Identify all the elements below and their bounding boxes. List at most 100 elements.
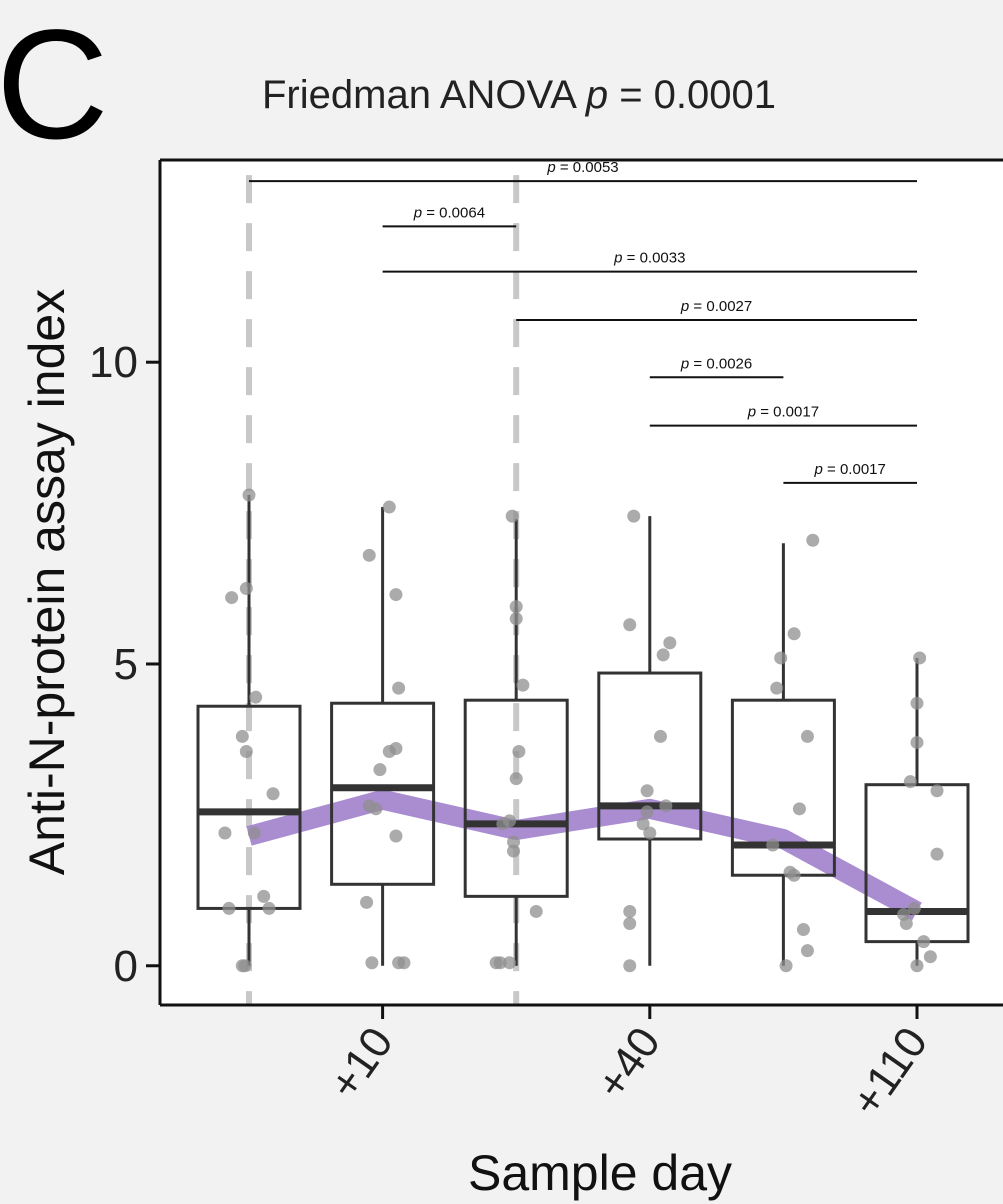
data-point-5-9 [787,868,801,882]
data-point-5-7 [766,838,780,852]
data-point-1-11 [257,889,271,903]
data-point-6-4 [903,775,917,789]
data-point-3-4 [516,678,530,692]
data-point-1-1 [225,591,239,605]
significance-label-3: p = 0.0033 [613,250,685,267]
data-point-5-2 [787,627,801,641]
y-axis-title: Anti-N-protein assay index [19,289,75,875]
data-point-6-6 [930,847,944,861]
significance-label-value: = 0.0064 [422,204,485,221]
data-point-5-3 [774,651,788,665]
significance-label-p: p [747,404,756,421]
data-point-4-6 [640,784,654,798]
data-point-1-10 [222,901,236,915]
data-point-3-13 [493,956,507,970]
significance-label-p: p [413,204,422,221]
significance-label-value: = 0.0017 [823,461,886,478]
data-point-1-14 [238,959,252,973]
panel-label: C [0,0,109,172]
data-point-3-14 [503,956,517,970]
data-point-4-8 [640,805,654,819]
data-point-2-3 [389,588,403,602]
data-point-3-2 [509,600,523,614]
data-point-3-10 [507,844,521,858]
y-tick-label-1: 0 [114,942,138,991]
data-point-3-9 [507,835,521,849]
box-2 [330,507,436,966]
box-iqr [730,698,836,877]
data-point-4-11 [623,904,637,918]
significance-label-p: p [680,298,689,315]
data-point-2-7 [373,763,387,777]
y-ticks-group: 0 5 10 [89,338,160,991]
significance-label-p: p [680,355,689,372]
significance-label-value: = 0.0026 [689,355,752,372]
data-point-3-5 [512,745,526,758]
box-5 [730,543,836,966]
data-point-5-10 [796,923,810,937]
data-point-5-1 [806,533,820,547]
data-point-6-5 [930,784,944,798]
data-point-1-3 [242,488,256,502]
significance-label-p: p [546,159,555,176]
data-point-2-1 [382,500,396,514]
data-point-6-12 [910,959,924,973]
data-point-1-9 [247,826,261,840]
dashed-lines-group [246,175,520,1005]
data-point-6-7 [907,901,921,915]
data-point-2-14 [397,956,411,970]
significance-label-2: p = 0.0064 [413,204,485,221]
data-point-6-10 [917,935,931,949]
data-point-6-3 [910,735,924,749]
data-point-2-4 [392,681,406,695]
data-point-2-9 [369,802,383,816]
box-iqr [864,783,970,944]
data-point-3-1 [505,509,519,523]
data-point-1-12 [262,901,276,915]
data-point-6-1 [913,651,927,665]
data-point-5-12 [779,959,793,973]
box-1 [196,494,302,966]
significance-label-7: p = 0.0017 [814,461,886,478]
data-point-2-2 [362,548,376,562]
data-point-6-9 [899,917,913,931]
data-point-5-6 [792,802,806,816]
data-point-3-3 [509,612,523,626]
data-point-1-5 [239,745,253,758]
significance-label-4: p = 0.0027 [680,298,752,315]
significance-label-1: p = 0.0053 [546,159,618,176]
trend-line [246,789,922,921]
data-point-4-4 [663,636,677,650]
data-point-5-5 [800,729,814,743]
x-axis-title: Sample day [468,1145,732,1201]
box-iqr [463,698,569,898]
significance-label-value: = 0.0027 [689,298,752,315]
data-point-4-1 [627,509,641,523]
significance-label-5: p = 0.0026 [680,355,752,372]
trend-group [246,789,922,921]
y-tick-label-3: 10 [89,338,138,387]
chart-title-rest: = 0.0001 [608,73,776,117]
data-point-3-6 [509,772,523,786]
data-point-5-11 [800,944,814,958]
data-point-2-12 [365,956,379,970]
data-point-2-11 [360,895,374,909]
points-group [218,488,944,973]
data-point-6-2 [910,696,924,710]
data-point-4-13 [623,959,637,973]
data-point-1-7 [266,787,280,801]
data-point-4-10 [643,826,657,840]
data-point-4-9 [636,817,650,831]
significance-label-value: = 0.0017 [756,404,819,421]
box-iqr [196,704,302,910]
significance-label-value: = 0.0033 [622,250,685,267]
data-point-4-12 [623,917,637,931]
data-point-2-10 [389,829,403,843]
data-point-3-11 [529,904,543,918]
data-point-1-4 [235,729,249,743]
chart-title-prefix: Friedman ANOVA [262,73,586,117]
data-point-5-4 [770,681,784,695]
